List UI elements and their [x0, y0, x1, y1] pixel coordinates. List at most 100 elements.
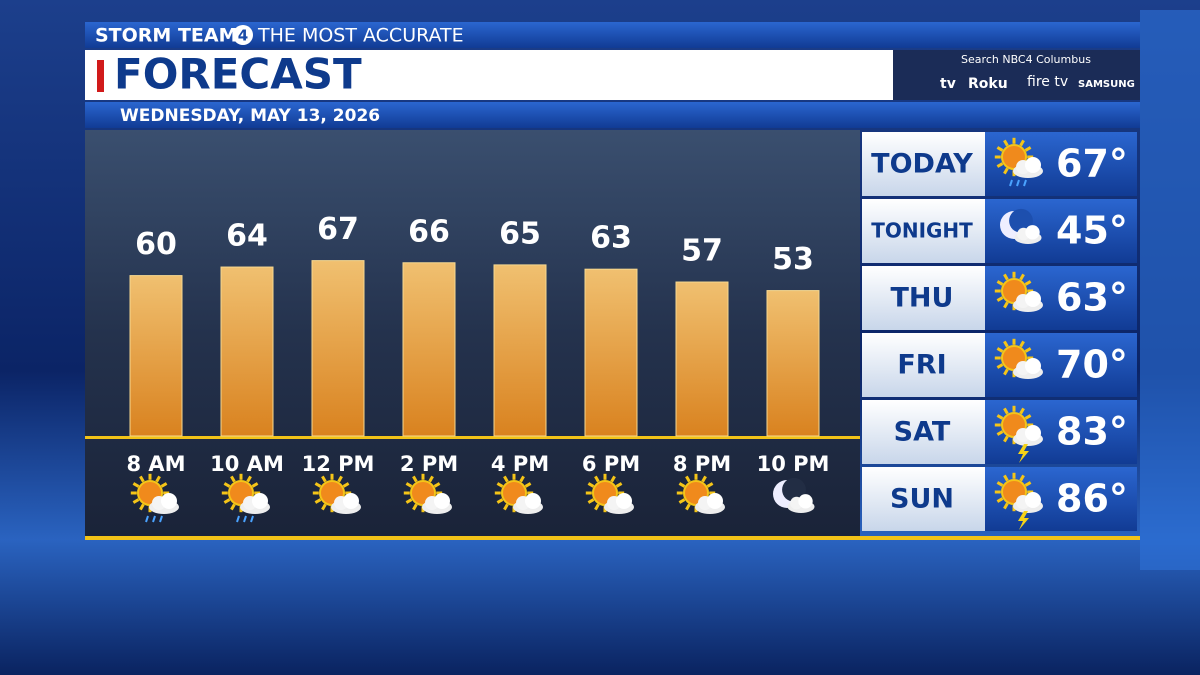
brand-badge — [233, 25, 253, 45]
sun-ray — [519, 475, 525, 483]
sun-ray — [428, 475, 434, 483]
title-band — [85, 50, 893, 100]
sun-ray — [412, 475, 418, 483]
cloud — [1025, 425, 1041, 441]
hour-label: 2 PM — [400, 452, 458, 476]
hourly-chart: 60 8 AM 64 10 AM 67 12 PM 66 2 PM 65 4 PM 63 6 PM 57… — [126, 212, 830, 523]
bar — [766, 290, 820, 437]
hour-label: 10 PM — [757, 452, 830, 476]
value-label: 57 — [681, 234, 723, 269]
sun-ray — [1024, 146, 1032, 152]
sun-ray — [996, 347, 1004, 353]
sun-ray — [1003, 273, 1009, 281]
cloud — [525, 493, 541, 509]
rain — [250, 515, 254, 523]
sun-ray — [996, 481, 1004, 487]
bar — [675, 281, 729, 437]
sun-ray — [496, 498, 504, 504]
date: WEDNESDAY, MAY 13, 2026 — [120, 106, 380, 126]
sun-ray — [996, 497, 1004, 503]
day-name: TONIGHT — [871, 219, 973, 243]
moon-shadow — [1009, 208, 1033, 233]
cloud — [161, 493, 177, 509]
sun-ray — [496, 482, 504, 488]
sun-ray — [1019, 273, 1025, 281]
cloud — [1025, 157, 1041, 173]
sun-ray — [251, 482, 259, 488]
sun-ray — [412, 503, 418, 511]
cloud — [1025, 492, 1041, 508]
sun-ray — [1024, 347, 1032, 353]
value-label: 60 — [135, 227, 177, 262]
sun-ray — [1003, 301, 1009, 309]
sun-ray — [155, 475, 161, 483]
value-label: 66 — [408, 214, 450, 249]
value-label: 63 — [590, 221, 632, 256]
sun-ray — [132, 482, 140, 488]
sun-ray — [1003, 139, 1009, 147]
platform: Roku — [968, 76, 1008, 92]
sun-ray — [321, 503, 327, 511]
title: FORECAST — [114, 50, 362, 99]
cloud — [343, 493, 359, 509]
sun-ray — [996, 414, 1004, 420]
hour-label: 4 PM — [491, 452, 549, 476]
cloud — [798, 494, 813, 509]
value-label: 64 — [226, 219, 268, 254]
sun-ray — [1024, 280, 1032, 286]
sun-ray — [1003, 407, 1009, 415]
sun-ray — [1003, 502, 1009, 510]
day-temp: 83° — [1056, 410, 1128, 454]
bottom-rule — [85, 536, 1140, 540]
sun-ray — [524, 482, 532, 488]
sun-ray — [678, 482, 686, 488]
sun-ray — [321, 475, 327, 483]
rain — [1023, 179, 1027, 187]
sun-ray — [615, 482, 623, 488]
sun-ray — [996, 162, 1004, 168]
day-temp: 63° — [1056, 276, 1128, 320]
sun-ray — [1019, 474, 1025, 482]
cloud — [1025, 225, 1040, 240]
rain — [1016, 179, 1020, 187]
side-pillar — [1140, 10, 1200, 570]
sun-ray — [503, 475, 509, 483]
platform: SAMSUNG — [1078, 79, 1135, 90]
daily-forecast: TODAY 67° TONIGHT 45° THU 63° FRI 70° SAT 83° SUN 8… — [862, 132, 1137, 531]
title-accent — [97, 60, 104, 92]
bar — [402, 262, 456, 437]
sun-ray — [230, 475, 236, 483]
day-name: THU — [891, 283, 954, 314]
sun-ray — [1024, 414, 1032, 420]
sun-ray — [405, 482, 413, 488]
day-temp: 86° — [1056, 477, 1128, 521]
sun-ray — [587, 498, 595, 504]
sun-ray — [405, 498, 413, 504]
day-label-box — [862, 132, 985, 196]
hour-label: 8 PM — [673, 452, 731, 476]
bar — [493, 264, 547, 437]
search-text: Search NBC4 Columbus — [961, 53, 1091, 66]
cloud — [1025, 358, 1041, 374]
sun-ray — [678, 498, 686, 504]
brand: STORM TEAM — [95, 25, 238, 47]
hour-label: 6 PM — [582, 452, 640, 476]
sun-ray — [996, 430, 1004, 436]
sun-ray — [223, 498, 231, 504]
sun-ray — [1003, 435, 1009, 443]
sun-ray — [139, 503, 145, 511]
sun-ray — [1019, 407, 1025, 415]
hour-label: 8 AM — [126, 452, 185, 476]
sun-ray — [230, 503, 236, 511]
rain — [152, 515, 156, 523]
sun-ray — [996, 296, 1004, 302]
sun-ray — [433, 482, 441, 488]
day-label-box — [862, 400, 985, 464]
cloud — [1025, 291, 1041, 307]
chart-panel — [85, 130, 860, 538]
cloud — [616, 493, 632, 509]
value-label: 53 — [772, 242, 814, 277]
sun-ray — [685, 503, 691, 511]
day-label-box — [862, 467, 985, 531]
day-temp: 67° — [1056, 142, 1128, 186]
